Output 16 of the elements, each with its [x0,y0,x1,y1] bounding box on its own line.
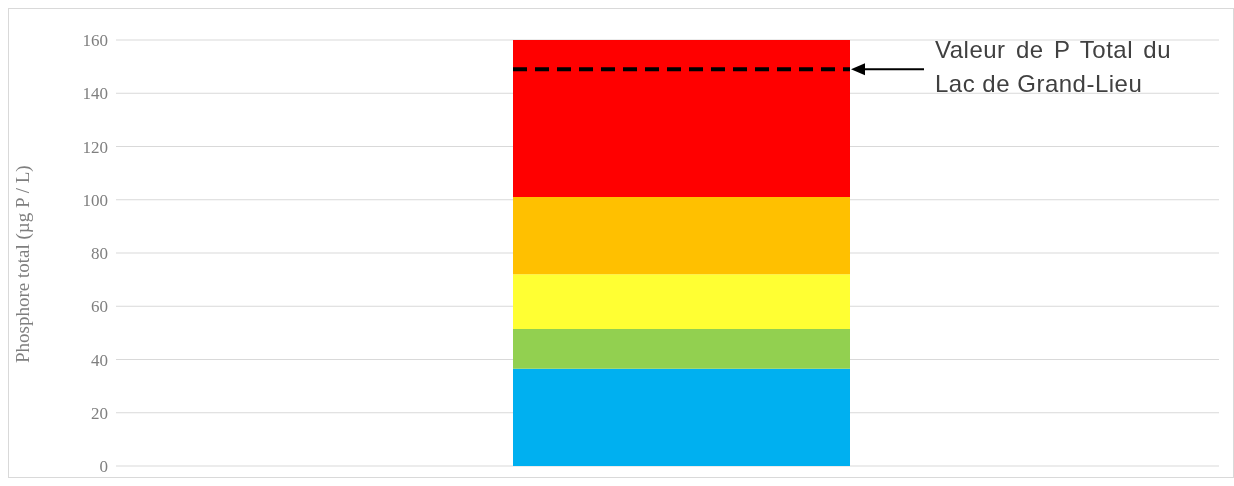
bar [513,328,850,369]
y-tick-label: 80 [91,244,108,264]
y-tick-label: 40 [91,350,108,370]
y-tick-label: 140 [82,84,108,104]
y-tick-label: 0 [99,457,108,477]
bar [513,197,850,275]
y-tick-label: 60 [91,297,108,317]
bar [513,368,850,466]
y-tick-label: 100 [82,190,108,210]
y-axis-title: Phosphore total (µg P / L) [11,165,34,363]
bar [513,40,850,198]
y-tick-label: 20 [91,403,108,423]
bar [513,274,850,329]
y-tick-label: 120 [82,137,108,157]
y-tick-label: 160 [82,31,108,51]
annotation: Valeur de P Total du Lac de Grand-Lieu [935,35,1171,100]
